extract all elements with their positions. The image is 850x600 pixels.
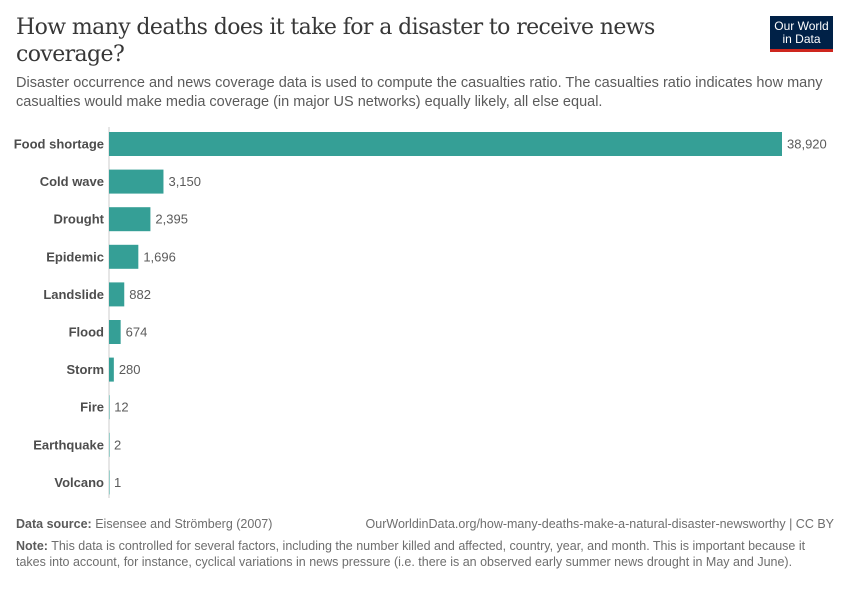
note-label: Note: xyxy=(16,539,48,553)
value-label: 1,696 xyxy=(143,249,176,264)
value-label: 38,920 xyxy=(787,137,827,152)
category-label: Fire xyxy=(80,400,104,415)
chart-title: How many deaths does it take for a disas… xyxy=(16,15,655,67)
category-label: Flood xyxy=(69,325,104,340)
category-label: Volcano xyxy=(54,475,104,490)
value-label: 2 xyxy=(114,437,121,452)
bar[interactable] xyxy=(109,244,139,269)
value-label: 1 xyxy=(114,475,121,490)
value-label: 882 xyxy=(129,287,151,302)
note-text: This data is controlled for several fact… xyxy=(16,539,806,569)
bar[interactable] xyxy=(109,282,125,307)
footer-source: Data source: Eisensee and Strömberg (200… xyxy=(16,517,834,531)
category-label: Earthquake xyxy=(33,437,104,452)
category-label: Cold wave xyxy=(40,174,104,189)
footer-note: Note: This data is controlled for severa… xyxy=(16,539,826,570)
source-text[interactable]: Eisensee and Strömberg (2007) xyxy=(95,517,273,531)
value-label: 2,395 xyxy=(155,212,188,227)
bar-chart: Food shortage 38,920 Cold wave 3,150 Drought… xyxy=(14,127,827,498)
bar[interactable] xyxy=(109,432,110,457)
source-url[interactable]: OurWorldinData.org/how-many-deaths-make-… xyxy=(365,517,834,531)
category-label: Storm xyxy=(66,362,104,377)
value-label: 12 xyxy=(114,400,128,415)
bar[interactable] xyxy=(109,395,110,420)
category-label: Epidemic xyxy=(46,249,104,264)
value-label: 280 xyxy=(119,362,141,377)
bar[interactable] xyxy=(109,207,151,232)
source-label: Data source: xyxy=(16,517,92,531)
bar[interactable] xyxy=(109,320,121,344)
category-label: Drought xyxy=(53,212,104,227)
value-label: 3,150 xyxy=(168,174,201,189)
bar[interactable] xyxy=(109,357,114,382)
owid-logo[interactable]: Our World in Data xyxy=(770,16,833,52)
bar[interactable] xyxy=(109,132,782,156)
value-label: 674 xyxy=(126,325,148,340)
chart-subtitle: Disaster occurrence and news coverage da… xyxy=(16,75,823,110)
category-label: Food shortage xyxy=(14,137,104,152)
bar[interactable] xyxy=(109,470,110,495)
bar[interactable] xyxy=(109,169,164,194)
category-label: Landslide xyxy=(43,287,104,302)
